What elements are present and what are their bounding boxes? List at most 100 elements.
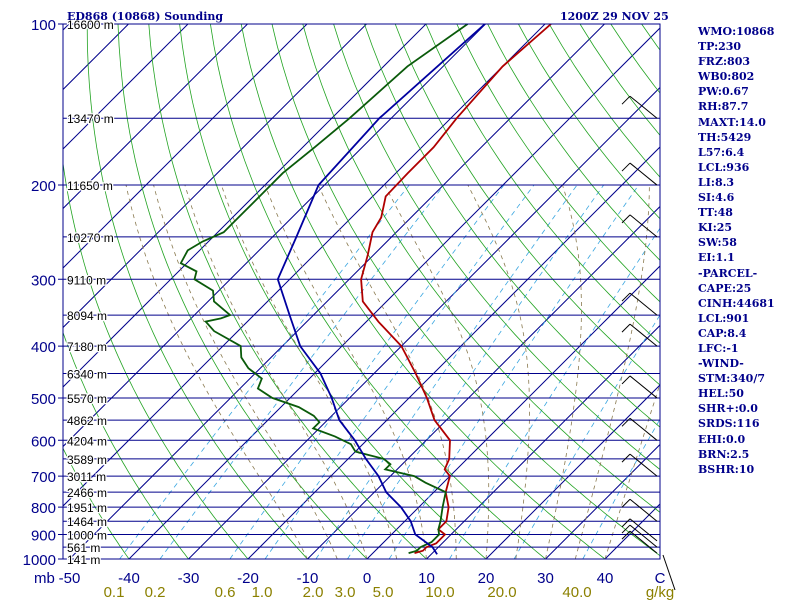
height-label: 1951 m — [67, 501, 107, 515]
wind-barb — [621, 498, 658, 522]
series-temperature-line — [360, 24, 552, 554]
moist-adiabat — [467, 184, 530, 559]
isotherm-line — [247, 146, 660, 559]
height-label: 13470 m — [67, 112, 114, 126]
moist-adiabat — [125, 185, 308, 559]
dry-adiabat — [179, 24, 487, 559]
pressure-tick-label: 200 — [31, 178, 56, 195]
moist-adiabat — [604, 382, 660, 559]
series-parcel-line — [276, 24, 487, 555]
height-label: 8094 m — [67, 309, 107, 323]
isotherm-line — [63, 24, 308, 269]
isotherm-line — [366, 265, 660, 559]
wind-barb — [621, 292, 658, 316]
index-item: LCL:936 — [698, 160, 750, 174]
index-item: -PARCEL- — [698, 266, 758, 280]
mixing-ratio-label: 10.0 — [425, 584, 454, 600]
mixing-ratio-unit: g/kg — [646, 584, 674, 600]
height-label: 11650 m — [67, 179, 113, 193]
isotherm-line — [63, 24, 546, 507]
height-label: 4862 m — [67, 414, 107, 428]
wind-barb — [621, 453, 658, 477]
pressure-tick-label: 700 — [31, 469, 56, 486]
mixing-ratio-line — [229, 184, 505, 559]
temp-tick-label: -40 — [118, 570, 140, 587]
dry-adiabat — [117, 24, 368, 559]
mixing-ratio-line — [264, 184, 535, 559]
series-dewpoint-line — [179, 24, 469, 554]
station-title: ED868 (10868) Sounding — [67, 10, 224, 23]
isotherm-line — [63, 24, 248, 210]
wind-barb — [621, 417, 658, 441]
height-label: 10270 m — [67, 231, 114, 245]
mixing-ratio-label: 20.0 — [487, 584, 516, 600]
isotherm-line — [69, 24, 605, 559]
mixing-ratio-label: 5.0 — [373, 584, 394, 600]
plot-frame — [62, 23, 661, 560]
index-item: SRDS:116 — [698, 417, 760, 431]
index-item: WB0:802 — [698, 70, 755, 84]
wind-barb — [621, 518, 658, 542]
moist-adiabat — [221, 184, 398, 559]
index-item: CAPE:25 — [698, 281, 752, 295]
pressure-tick-label: 100 — [31, 17, 56, 34]
temp-tick-label: 20 — [478, 570, 495, 587]
index-item: SHR+:0.0 — [698, 402, 758, 416]
height-label: 1464 m — [67, 515, 107, 529]
temp-tick-label: 0 — [363, 570, 371, 587]
isotherm-line — [63, 24, 367, 329]
wind-barb — [621, 375, 658, 399]
mixing-ratio-label: 40.0 — [562, 584, 591, 600]
wind-barb — [621, 162, 658, 186]
height-label: 3011 m — [67, 470, 106, 484]
isotherm-line — [63, 24, 486, 448]
temp-tick-label: -10 — [297, 570, 319, 587]
height-label: 5570 m — [67, 392, 107, 406]
pressure-tick-label: 900 — [31, 528, 56, 545]
index-item: KI:25 — [698, 221, 733, 235]
index-item: PW:0.67 — [698, 85, 749, 99]
dry-adiabat — [63, 447, 130, 559]
temp-tick-label: 10 — [418, 570, 435, 587]
index-item: EHI:0.0 — [698, 432, 746, 446]
mixing-ratio-line — [449, 227, 660, 559]
indices-panel: WMO:10868 TP:230 FRZ:803 WB0:802 PW:0.67 RH:8… — [698, 24, 798, 477]
index-item: EI:1.1 — [698, 251, 735, 265]
height-label: 7180 m — [67, 340, 107, 354]
mixing-ratio-label: 1.0 — [252, 584, 273, 600]
index-item: FRZ:803 — [698, 55, 751, 69]
moist-adiabat — [384, 184, 490, 559]
moist-adiabat — [264, 184, 427, 559]
mixing-ratio-label: 0.1 — [104, 584, 125, 600]
pressure-tick-label: 1000 — [23, 552, 56, 569]
index-item: LFC:-1 — [698, 341, 739, 355]
isotherm-line — [485, 384, 660, 559]
pressure-tick-label: 800 — [31, 500, 56, 517]
temp-tick-label: -20 — [237, 570, 259, 587]
temp-tick-label: -30 — [178, 570, 200, 587]
mixing-ratio-label: 0.2 — [145, 584, 166, 600]
height-label: 1000 m — [67, 529, 107, 543]
wind-barb — [621, 530, 658, 554]
index-item: LCL:901 — [698, 311, 750, 325]
moist-adiabat — [153, 184, 338, 559]
moist-adiabat — [317, 184, 457, 559]
isotherm-line — [307, 205, 660, 559]
mixing-ratio-line — [119, 184, 410, 559]
index-item: STM:340/7 — [698, 372, 765, 386]
index-item: BRN:2.5 — [698, 447, 750, 461]
dry-adiabat — [86, 24, 308, 559]
axis-tick — [662, 554, 676, 591]
wind-barb — [621, 214, 658, 238]
wind-barb — [621, 524, 658, 548]
index-item: -WIND- — [698, 357, 744, 371]
temp-tick-label: 30 — [537, 570, 554, 587]
height-label: 141 m — [67, 553, 100, 567]
index-item: HEL:50 — [698, 387, 744, 401]
mixing-ratio-line — [347, 184, 604, 559]
y-axis-unit: mb — [34, 570, 55, 587]
isotherm-line — [63, 24, 189, 150]
moist-adiabat — [574, 185, 650, 559]
index-item: TT:48 — [698, 206, 733, 220]
